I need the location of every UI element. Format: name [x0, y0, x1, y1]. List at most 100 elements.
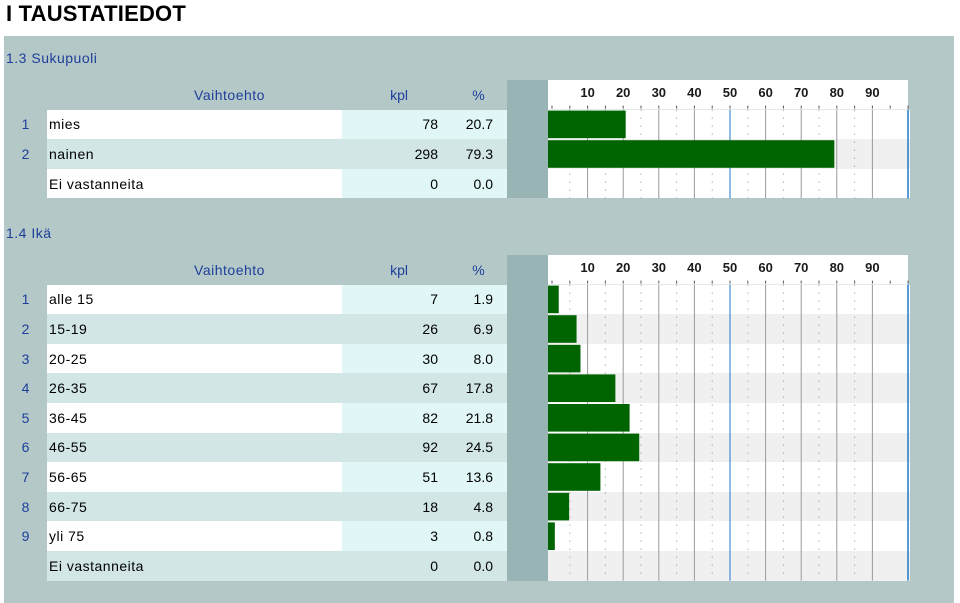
header-count: kpl [390, 86, 408, 103]
row-label: alle 15 [47, 284, 342, 315]
section-title: 1.3 Sukupuoli [6, 50, 98, 66]
row-percent: 0.8 [442, 521, 507, 551]
bar [548, 404, 630, 432]
axis-header-bg [548, 255, 908, 285]
header-percent: % [472, 86, 485, 103]
header-option: Vaihtoehto [194, 261, 265, 278]
row-percent: 0.0 [442, 168, 507, 199]
row-count: 82 [342, 402, 442, 433]
row-index: 8 [21, 498, 30, 515]
table-header: Vaihtoehto kpl % [4, 80, 954, 110]
bar [548, 285, 559, 314]
row-count: 3 [342, 521, 442, 551]
row-index: 7 [21, 468, 30, 485]
tick-label: 40 [687, 85, 701, 100]
row-percent: 0.0 [442, 550, 507, 581]
header-count: kpl [390, 261, 408, 278]
table-row: 2 15-19 26 6.9 [4, 314, 954, 344]
bar-cell [548, 343, 910, 374]
tick-label: 80 [830, 85, 844, 100]
section-title: 1.4 Ikä [6, 225, 52, 241]
bar [548, 374, 616, 402]
row-count: 67 [342, 373, 442, 403]
row-percent: 24.5 [442, 432, 507, 463]
table-row: Ei vastanneita 0 0.0 [4, 168, 954, 199]
row-index: 2 [21, 145, 30, 162]
table-row: 3 20-25 30 8.0 [4, 343, 954, 374]
row-label: yli 75 [47, 521, 342, 551]
header-percent: % [472, 261, 485, 278]
bar-cell [548, 491, 910, 522]
bar-cell [548, 550, 910, 581]
row-percent: 20.7 [442, 109, 507, 140]
bar-cell [548, 314, 910, 344]
section-ika: 1.4 Ikä Vaihtoehto kpl % 1 alle 15 7 1.9… [4, 211, 954, 603]
row-index: 1 [21, 291, 30, 308]
row-index: 4 [21, 380, 30, 397]
tick-label: 60 [758, 85, 772, 100]
tick-label: 30 [652, 85, 666, 100]
row-label: mies [47, 109, 342, 140]
bar-cell [548, 284, 910, 315]
row-count: 92 [342, 432, 442, 463]
tick-label: 50 [723, 85, 737, 100]
row-percent: 13.6 [442, 462, 507, 492]
table-row: 7 56-65 51 13.6 [4, 462, 954, 492]
row-count: 78 [342, 109, 442, 140]
row-percent: 1.9 [442, 284, 507, 315]
row-count: 7 [342, 284, 442, 315]
table-row: Ei vastanneita 0 0.0 [4, 550, 954, 581]
row-label: 20-25 [47, 343, 342, 374]
row-percent: 4.8 [442, 491, 507, 522]
header-option: Vaihtoehto [194, 86, 265, 103]
bar [548, 140, 835, 168]
bar [548, 110, 626, 139]
row-label: 56-65 [47, 462, 342, 492]
row-label: 15-19 [47, 314, 342, 344]
row-label: 66-75 [47, 491, 342, 522]
row-percent: 21.8 [442, 402, 507, 433]
bar [548, 315, 577, 343]
row-count: 298 [342, 139, 442, 169]
row-count: 0 [342, 550, 442, 581]
row-label: 36-45 [47, 402, 342, 433]
page-title: I TAUSTATIEDOT [6, 1, 187, 26]
row-label: 26-35 [47, 373, 342, 403]
tick-label: 70 [794, 85, 808, 100]
row-index: 2 [21, 320, 30, 337]
bar [548, 433, 640, 462]
bar [548, 492, 570, 521]
row-percent: 6.9 [442, 314, 507, 344]
row-count: 30 [342, 343, 442, 374]
bar-cell [548, 168, 910, 199]
bar-cell [548, 462, 910, 492]
tick-label: 40 [687, 260, 701, 275]
tick-label: 90 [865, 260, 879, 275]
results-table: Vaihtoehto kpl % 1 alle 15 7 1.9 2 15-19… [4, 255, 954, 581]
bar-cell [548, 521, 910, 551]
bar [548, 344, 581, 373]
results-table: Vaihtoehto kpl % 1 mies 78 20.7 2 nainen… [4, 80, 954, 199]
tick-label: 50 [723, 260, 737, 275]
row-index: 6 [21, 439, 30, 456]
tick-label: 70 [794, 260, 808, 275]
row-label: 46-55 [47, 432, 342, 463]
row-percent: 17.8 [442, 373, 507, 403]
row-index: 1 [21, 116, 30, 133]
row-index: 5 [21, 409, 30, 426]
tick-label: 20 [616, 260, 630, 275]
axis-header-bg [548, 80, 908, 110]
section-sukupuoli: 1.3 Sukupuoli Vaihtoehto kpl % 1 mies 78… [4, 36, 954, 221]
row-index: 3 [21, 350, 30, 367]
row-count: 18 [342, 491, 442, 522]
tick-label: 60 [758, 260, 772, 275]
table-row: 1 alle 15 7 1.9 [4, 284, 954, 315]
tick-label: 80 [830, 260, 844, 275]
tick-label: 20 [616, 85, 630, 100]
table-header: Vaihtoehto kpl % [4, 255, 954, 285]
row-count: 26 [342, 314, 442, 344]
table-row: 8 66-75 18 4.8 [4, 491, 954, 522]
row-count: 51 [342, 462, 442, 492]
table-row: 9 yli 75 3 0.8 [4, 521, 954, 551]
bar-chart-sukupuoli: 10 20 30 40 50 60 70 80 90 [548, 80, 909, 199]
